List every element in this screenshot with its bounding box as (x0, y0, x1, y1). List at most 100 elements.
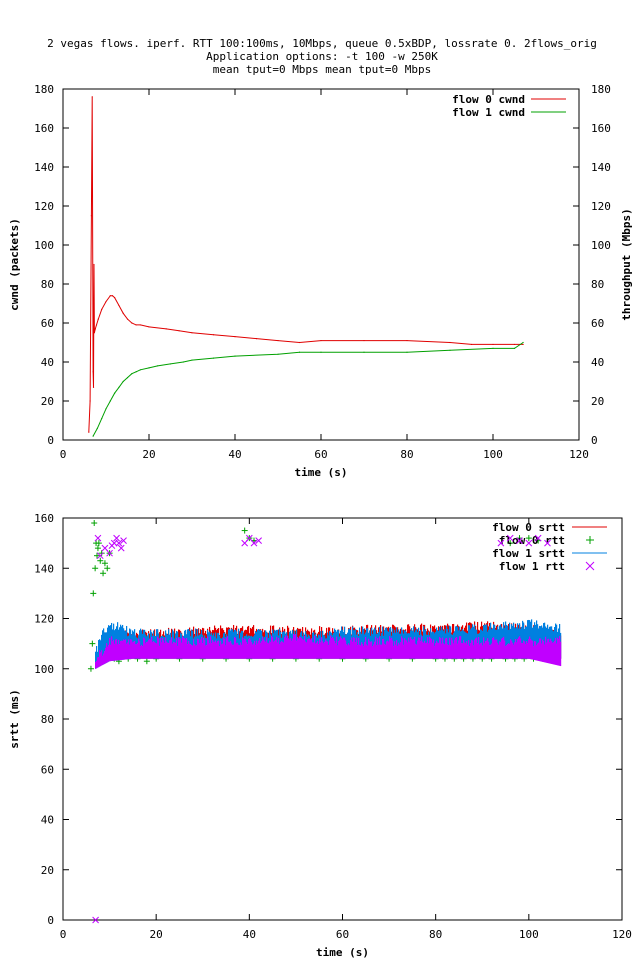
data-point-flow-0-cwnd (277, 339, 279, 342)
data-point-flow-1-rtt-points (544, 539, 551, 547)
data-point-flow-0-cwnd (320, 339, 322, 342)
marker-stroke (250, 539, 258, 547)
data-point-flow-1-rtt-points (525, 539, 533, 547)
y2-tick-label: 120 (591, 200, 611, 213)
data-point-flow-1-rtt-points (96, 552, 104, 560)
x-axis-label: time (s) (316, 946, 369, 959)
data-point-flow-0-cwnd (492, 343, 494, 346)
data-point-flow-1-rtt-points (113, 534, 120, 542)
data-point-flow-0-rtt (525, 535, 532, 542)
data-point-flow-1-rtt-points (255, 537, 263, 544)
x-tick-label: 60 (314, 448, 327, 461)
marker-stroke (516, 537, 523, 544)
y-tick-label: 160 (34, 512, 54, 525)
data-point-flow-0-rtt (94, 552, 101, 559)
data-point-flow-1-cwnd (234, 355, 236, 357)
data-point-flow-0-cwnd (139, 324, 141, 326)
chart-title: 2 vegas flows. iperf. RTT 100:100ms, 10M… (47, 37, 597, 76)
series-line-flow-1-cwnd (92, 342, 524, 437)
y-axis-label: srtt (ms) (8, 689, 21, 749)
data-point-flow-0-rtt (100, 570, 107, 577)
y-axis-label: cwnd (packets) (8, 218, 21, 311)
marker-stroke (106, 549, 113, 557)
data-point-flow-1-rtt-points (120, 537, 127, 544)
data-point-flow-0-cwnd (118, 304, 120, 307)
y2-tick-label: 100 (591, 239, 611, 252)
data-point-flow-0-rtt (95, 540, 102, 547)
data-point-flow-0-rtt (241, 527, 248, 534)
data-point-flow-1-rtt-points (497, 539, 505, 547)
data-point-flow-0-cwnd (178, 330, 180, 332)
marker-stroke (525, 539, 533, 547)
data-point-flow-1-cwnd (92, 435, 94, 437)
data-point-flow-1-rtt-points (516, 537, 523, 544)
data-point-flow-0-cwnd (234, 336, 236, 338)
data-point-flow-0-cwnd (92, 371, 94, 373)
data-point-flow-1-rtt-points (108, 542, 116, 549)
data-point-flow-1-cwnd (135, 371, 137, 373)
title-line-1: 2 vegas flows. iperf. RTT 100:100ms, 10M… (47, 37, 597, 50)
plot-frame (62, 517, 623, 921)
marker-stroke (101, 544, 109, 552)
data-point-flow-1-cwnd (182, 361, 184, 363)
y2-tick-label: 80 (591, 278, 604, 291)
x-tick-label: 80 (400, 448, 413, 461)
x-tick-label: 120 (569, 448, 589, 461)
y-tick-label: 0 (47, 434, 54, 447)
data-point-flow-0-rtt (92, 565, 99, 572)
data-point-flow-0-cwnd (92, 386, 95, 388)
data-point-flow-0-rtt (98, 550, 105, 557)
data-point-flow-1-cwnd (122, 380, 124, 383)
y-tick-label: 80 (41, 278, 54, 291)
marker-stroke (120, 537, 127, 544)
data-point-flow-0-rtt (94, 545, 101, 552)
data-point-flow-0-rtt (101, 560, 108, 567)
data-point-flow-1-rtt-points (94, 534, 102, 542)
y-tick-label: 80 (41, 713, 54, 726)
data-point-flow-0-cwnd (513, 343, 516, 346)
data-point-flow-0-cwnd (122, 312, 124, 314)
data-point-flow-1-cwnd (139, 369, 141, 371)
title-line-2: Application options: -t 100 -w 250K (206, 50, 438, 63)
data-point-flow-0-cwnd (298, 341, 301, 344)
data-point-flow-1-rtt-points (115, 539, 123, 547)
x-tick-label: 60 (336, 928, 349, 941)
marker-stroke (108, 542, 116, 549)
data-point-flow-1-cwnd (109, 400, 111, 402)
data-point-flow-0-cwnd (111, 295, 114, 297)
y-tick-label: 140 (34, 562, 54, 575)
data-point-flow-0-cwnd (449, 341, 451, 344)
data-point-flow-1-rtt-points (250, 539, 258, 547)
data-point-flow-0-cwnd (406, 339, 408, 342)
y-tick-label: 180 (34, 83, 54, 96)
data-point-flow-0-cwnd (191, 332, 193, 334)
legend-label: flow 1 rtt (499, 560, 565, 573)
title-line-3: mean tput=0 Mbps mean tput=0 Mbps (213, 63, 432, 76)
marker-stroke (544, 539, 551, 547)
y2-tick-label: 160 (591, 122, 611, 135)
data-point-flow-0-cwnd (135, 324, 137, 326)
data-point-flow-1-rtt-points (506, 534, 514, 542)
data-point-flow-0-cwnd (94, 328, 96, 330)
y-tick-label: 100 (34, 663, 54, 676)
data-point-flow-1-cwnd (212, 357, 215, 359)
data-point-flow-0-rtt (104, 565, 111, 572)
srtt-plot: 0 20 40 60 80 100 120 0 20 40 60 80 100 120 140 160 time… (8, 512, 632, 959)
data-point-flow-0-cwnd (101, 308, 103, 310)
x-tick-label: 20 (150, 928, 163, 941)
legend-label: flow 0 cwnd (452, 93, 525, 106)
data-point-flow-0-cwnd (212, 334, 215, 336)
y2-tick-label: 0 (591, 434, 598, 447)
data-point-flow-1-rtt-points (92, 916, 99, 924)
y2-axis-label: throughput (Mbps) (620, 208, 633, 321)
data-point-flow-0-cwnd (90, 215, 92, 217)
legend-label: flow 1 cwnd (452, 106, 525, 119)
data-point-flow-0-cwnd (165, 328, 167, 330)
data-point-flow-0-rtt (97, 557, 104, 564)
data-point-flow-1-cwnd (105, 408, 107, 410)
data-point-flow-1-cwnd (118, 386, 120, 388)
data-point-flow-1-cwnd (492, 347, 494, 349)
marker-stroke (113, 534, 120, 542)
data-point-flow-1-cwnd (277, 353, 279, 355)
